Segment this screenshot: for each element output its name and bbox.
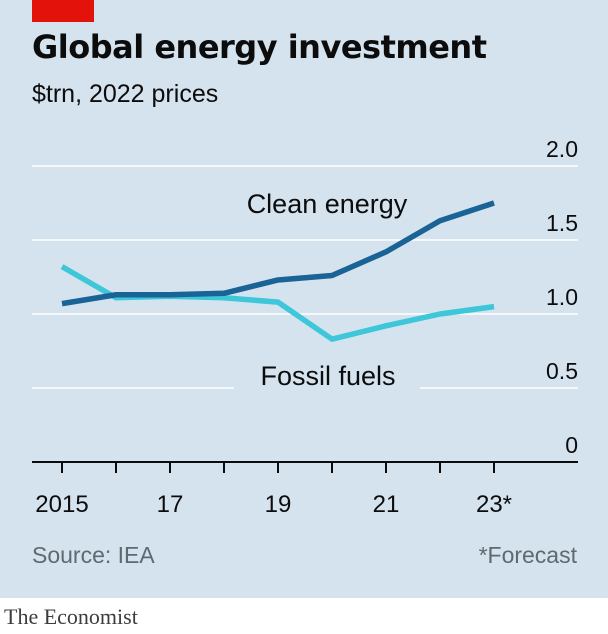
y-tick-label: 0.5	[546, 358, 578, 384]
source-note: Source: IEA	[32, 542, 155, 568]
x-axis: 2015 17 19 21 23*	[32, 461, 578, 518]
series-label-clean-energy: Clean energy	[247, 189, 408, 219]
publication-name: The Economist	[4, 604, 138, 629]
brand-tag	[32, 0, 94, 22]
y-tick-label: 1.0	[546, 284, 578, 310]
line-chart: 0 0.5 1.0 1.5 2.0 2015 17 19 21 23* Clean energy…	[32, 136, 578, 518]
x-tick-label: 21	[373, 491, 400, 518]
series-labels: Clean energy Fossil fuels	[234, 189, 420, 396]
x-tick-label: 23*	[476, 491, 512, 518]
x-tick-label: 17	[157, 491, 184, 518]
chart-title: Global energy investment	[32, 28, 487, 66]
forecast-footnote: *Forecast	[478, 542, 577, 568]
y-tick-label: 1.5	[546, 210, 578, 236]
x-tick-label: 2015	[35, 491, 88, 518]
y-tick-label: 2.0	[546, 136, 578, 162]
series-line-clean-energy	[61, 200, 495, 307]
x-tick-label: 19	[265, 491, 292, 518]
label-knockout	[234, 366, 420, 396]
y-tick-label: 0	[565, 432, 578, 458]
y-tick-labels: 0 0.5 1.0 1.5 2.0	[546, 136, 578, 458]
series-label-fossil-fuels: Fossil fuels	[260, 361, 395, 391]
series-lines	[60, 200, 495, 342]
chart-subtitle: $trn, 2022 prices	[32, 80, 219, 108]
